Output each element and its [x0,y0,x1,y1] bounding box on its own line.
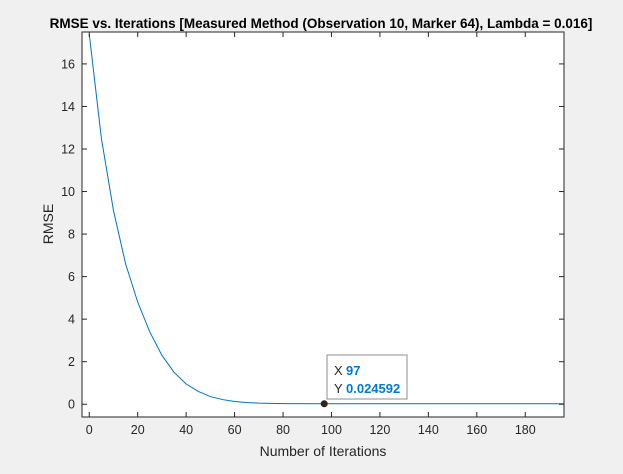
datatip-x-value: 97 [346,363,360,378]
x-tick-label: 120 [369,423,390,437]
y-tick-label: 14 [61,100,75,114]
datatip-marker[interactable] [320,400,328,408]
x-tick-label: 100 [321,423,342,437]
datatip-y-value: 0.024592 [346,381,400,396]
x-axis-label: Number of Iterations [260,443,387,459]
x-tick-label: 20 [131,423,145,437]
x-tick-label: 0 [86,423,93,437]
line-layer [88,34,564,405]
y-tick-label: 0 [68,398,75,412]
y-tick-label: 6 [68,270,75,284]
axes-layer [81,31,565,418]
plot-area[interactable] [82,32,564,417]
y-tick-label: 12 [61,142,75,156]
y-tick-label: 2 [68,355,75,369]
x-tick-label: 40 [179,423,193,437]
x-tick-label: 80 [276,423,290,437]
y-tick-label: 8 [68,228,75,242]
x-tick-label: 60 [228,423,242,437]
y-tick-label: 10 [61,185,75,199]
axes-box [81,31,565,418]
chart-title: RMSE vs. Iterations [Measured Method (Ob… [50,16,593,31]
y-axis-label: RMSE [40,204,56,244]
datatip-box [326,354,408,400]
datatip-x-label: X [334,363,343,378]
series-line-0 [88,34,564,405]
y-tick-label: 16 [61,57,75,71]
x-tick-label: 140 [418,423,439,437]
x-tick-label: 180 [515,423,536,437]
datatip[interactable]: X 97 Y 0.024592 [326,354,408,400]
x-tick-label: 160 [466,423,487,437]
datatip-y-label: Y [334,381,343,396]
tick-layer: 0 20 40 60 80 100 120 140 160 180 0 2 4 6 8 10 12 14 16 [61,32,564,437]
y-tick-label: 4 [68,313,75,327]
